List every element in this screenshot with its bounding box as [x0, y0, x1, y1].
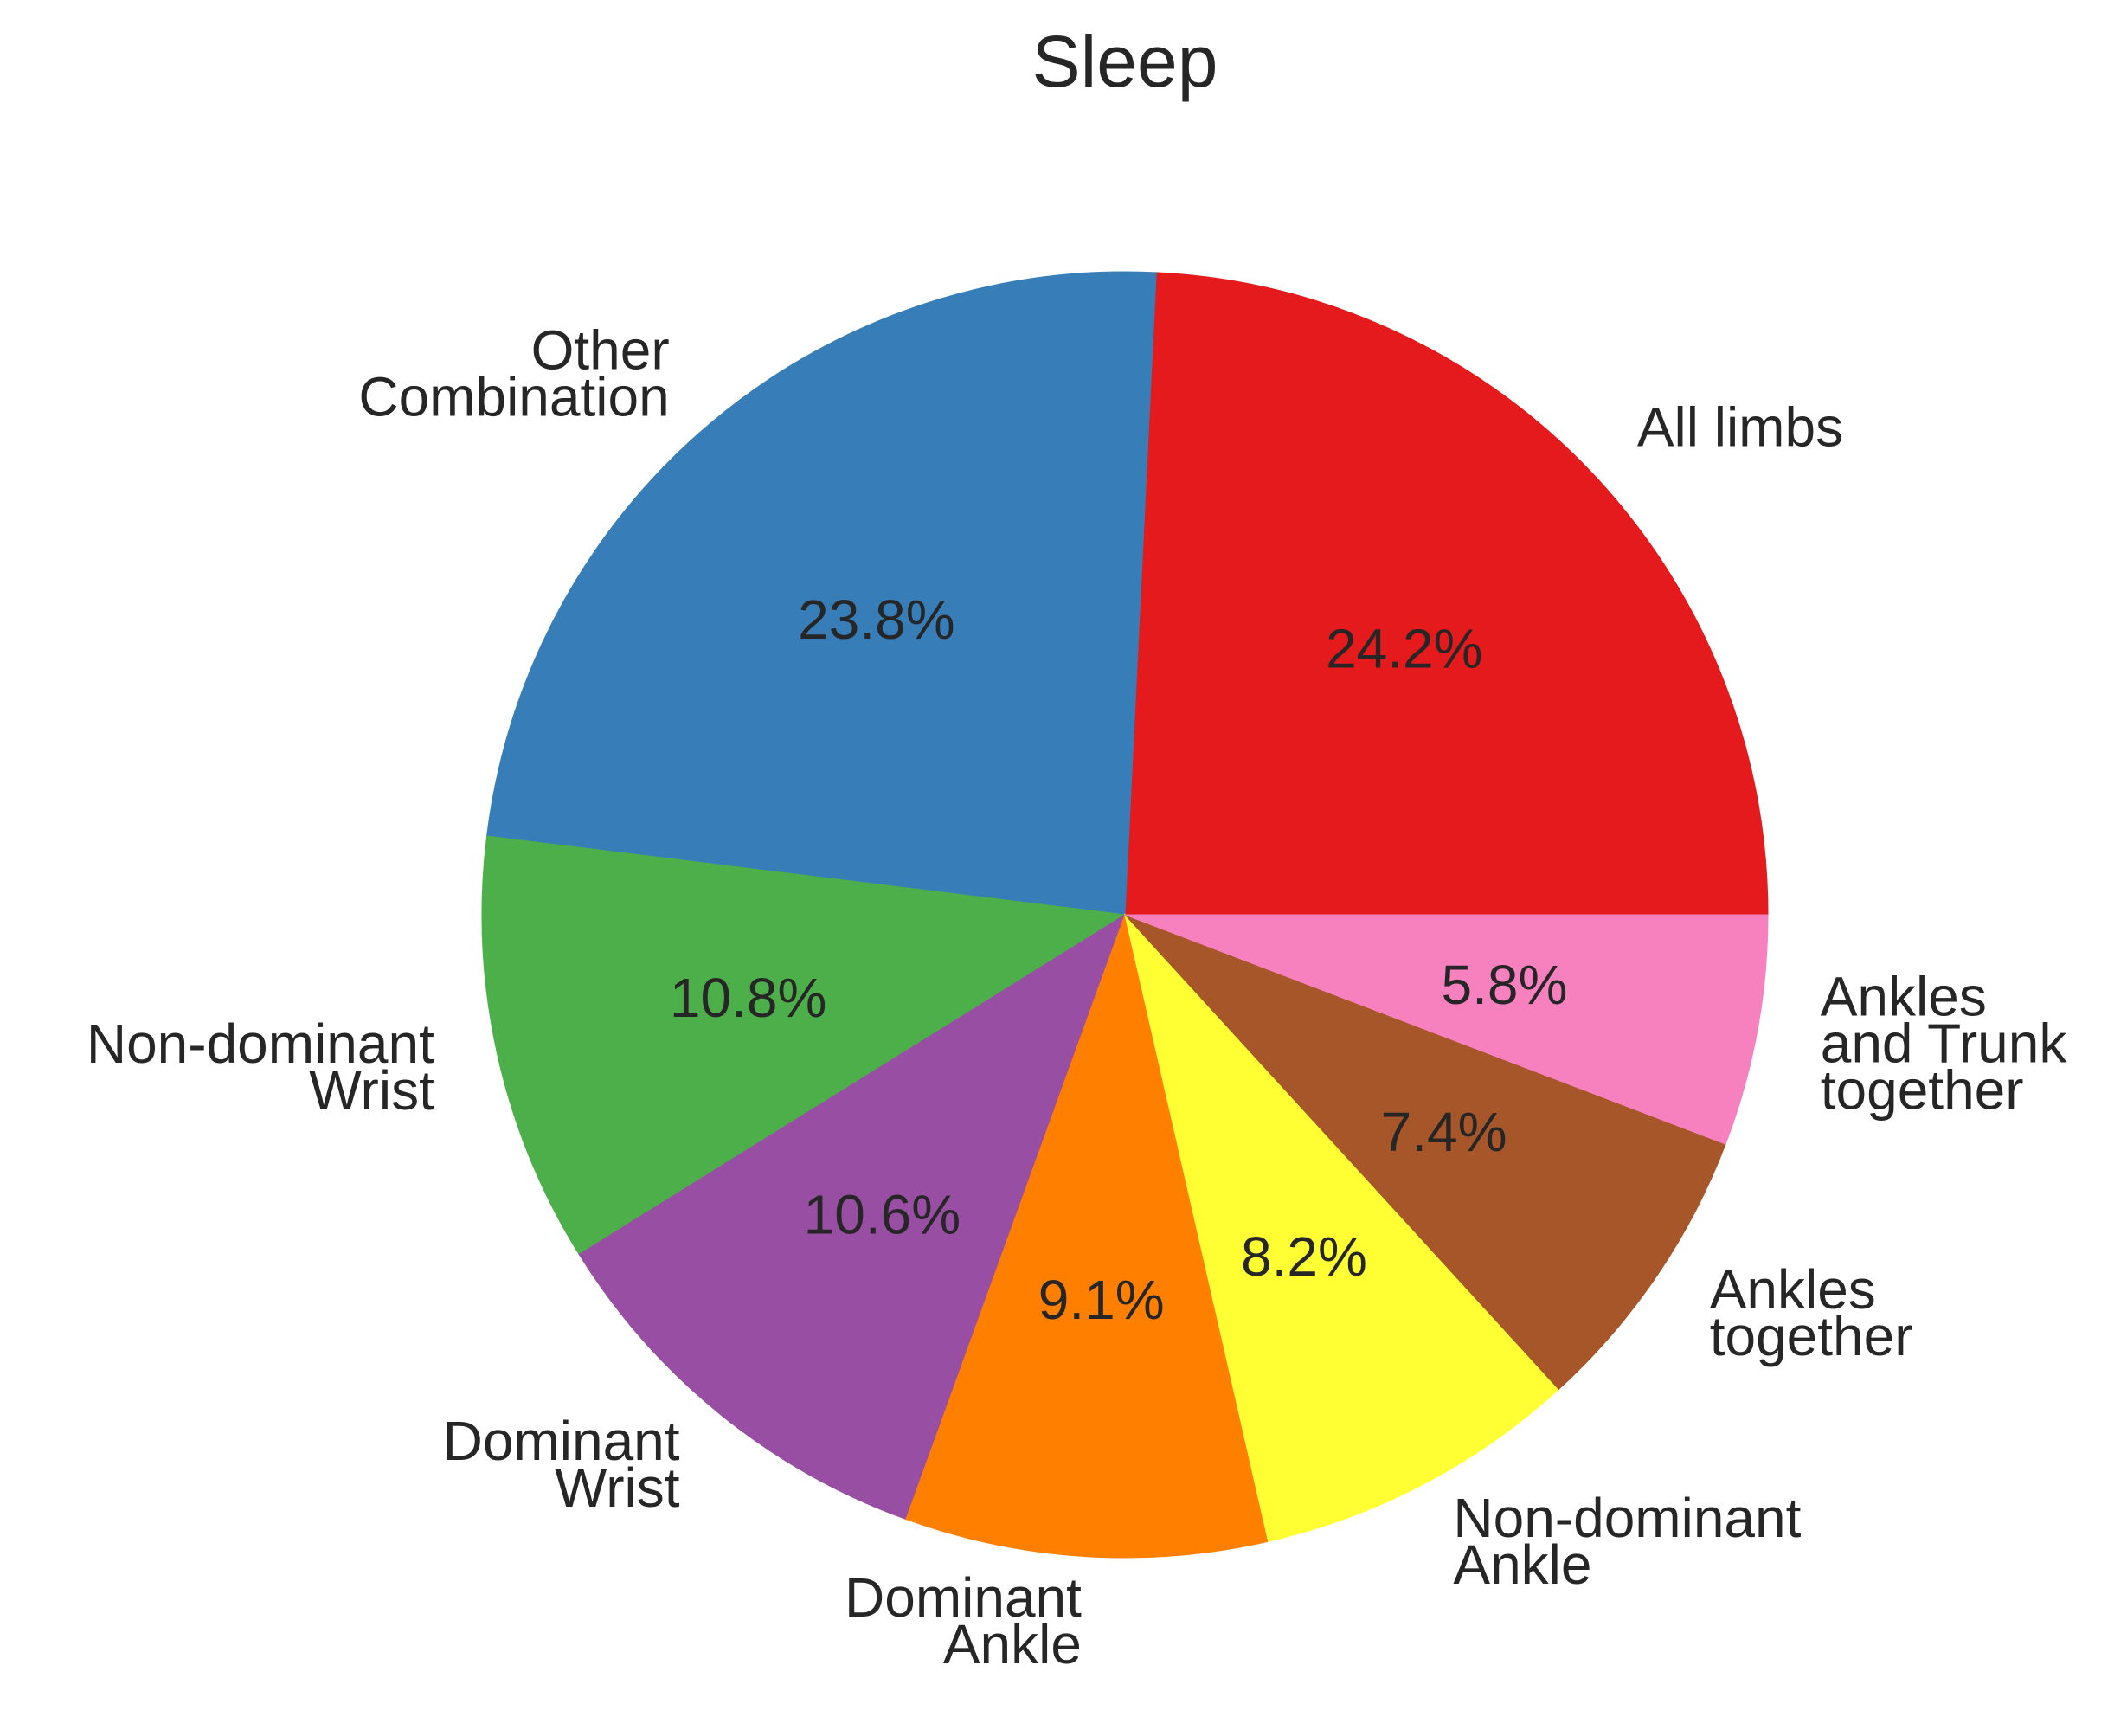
slice-label-all-limbs: All limbs: [1637, 395, 1843, 458]
slice-label-non-dominant-ankle: Non-dominant Ankle: [1453, 1487, 1801, 1596]
slice-label-non-dominant-wrist: Non-dominant Wrist: [87, 1013, 434, 1122]
pct-label-other-combination: 23.8%: [798, 588, 954, 651]
pct-label-dominant-wrist: 10.6%: [804, 1183, 961, 1245]
pct-label-non-dominant-ankle: 8.2%: [1241, 1225, 1367, 1288]
pct-label-all-limbs: 24.2%: [1326, 618, 1482, 680]
slice-label-line: Other: [531, 319, 670, 382]
chart-title: Sleep: [1032, 21, 1218, 102]
slice-label-line: Ankles: [1821, 965, 1987, 1027]
pie-slice-ankles-and-trunk-together: [1124, 914, 1769, 1145]
slice-label-line: Ankle: [943, 1613, 1082, 1675]
pie-slice-all-limbs: [1124, 272, 1769, 916]
pie-slice-ankles-together: [1124, 914, 1726, 1391]
slice-label-line: together: [1710, 1305, 1913, 1367]
slice-label-line: together: [1821, 1058, 2024, 1121]
pct-label-ankles-and-trunk-together: 5.8%: [1441, 954, 1567, 1016]
pie-slices: [481, 271, 1769, 1559]
slice-label-line: Combination: [358, 366, 669, 428]
slice-label-line: and Trunk: [1821, 1012, 2068, 1074]
slice-label-other-combination: Other Combination: [358, 319, 669, 428]
slice-label-dominant-wrist: Dominant Wrist: [443, 1410, 680, 1519]
pct-label-ankles-together: 7.4%: [1381, 1101, 1507, 1163]
percentage-labels: 24.2% 23.8% 10.8% 10.6% 9.1% 8.2%7.4% 5.8%: [670, 588, 1567, 1331]
slice-label-dominant-ankle: Dominant Ankle: [845, 1566, 1082, 1675]
pct-label-non-dominant-wrist: 10.8%: [670, 967, 826, 1029]
pie-slice-dominant-ankle: [905, 913, 1269, 1559]
slice-label-line: Non-dominant: [87, 1013, 434, 1075]
slice-label-line: All limbs: [1637, 395, 1843, 458]
pie-slice-non-dominant-wrist: [481, 835, 1127, 1256]
pie-slice-non-dominant-ankle: [1124, 913, 1560, 1542]
slice-label-line: Dominant: [443, 1410, 680, 1472]
slice-label-line: Wrist: [555, 1456, 680, 1519]
pct-label-dominant-ankle: 9.1%: [1038, 1269, 1165, 1331]
slice-label-ankles-and-trunk-together: Ankles and Trunk together: [1821, 965, 2068, 1121]
pie-slice-other-combination: [486, 271, 1157, 916]
slice-label-line: Non-dominant: [1453, 1487, 1801, 1549]
slice-label-line: Ankles: [1710, 1258, 1876, 1321]
pie-slice-dominant-wrist: [578, 913, 1126, 1521]
slice-label-ankles-together: Ankles together: [1710, 1258, 1913, 1367]
slice-label-line: Dominant: [845, 1566, 1082, 1629]
slice-label-line: Ankle: [1453, 1533, 1591, 1596]
slice-label-line: Wrist: [309, 1059, 434, 1122]
